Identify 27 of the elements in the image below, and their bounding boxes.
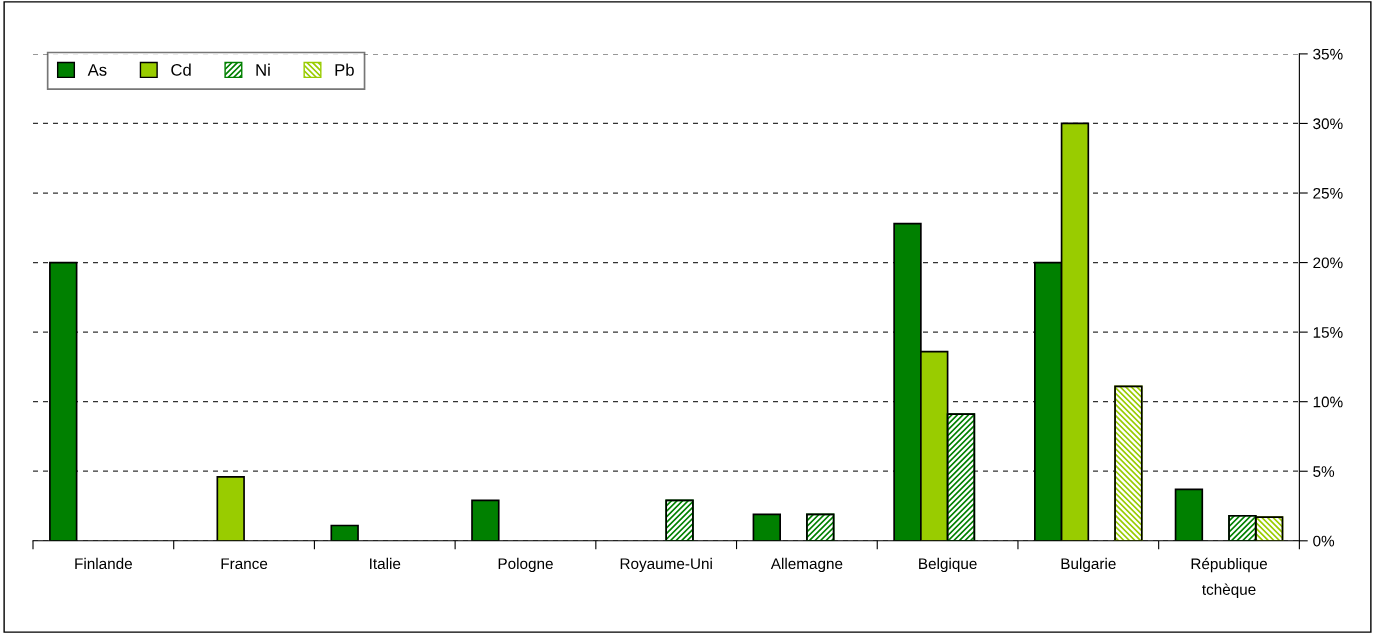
y-tick-label: 20% <box>1313 257 1343 269</box>
y-tick-label: 30% <box>1313 118 1343 130</box>
x-tick-label: France <box>221 558 268 570</box>
x-tick-label: Belgique <box>919 557 977 573</box>
y-tick-label: 35% <box>1313 48 1343 60</box>
legend-label: Ni <box>256 63 270 76</box>
x-tick-label: Royaume-Uni <box>620 557 712 573</box>
y-tick-label: 10% <box>1313 396 1343 408</box>
legend-label: Cd <box>171 63 191 76</box>
legend-label: As <box>87 64 107 76</box>
bar <box>330 524 359 541</box>
bar <box>752 513 781 541</box>
x-tick-label: Bulgarie <box>1061 557 1116 573</box>
y-tick-label: 15% <box>1313 327 1343 338</box>
bar <box>471 499 500 541</box>
x-tick-label: Finlande <box>75 557 132 570</box>
x-tick-label: République tchèque <box>1191 557 1267 598</box>
y-tick-label: 5% <box>1313 466 1335 477</box>
y-tick-label: 25% <box>1313 187 1343 199</box>
bar <box>49 261 78 541</box>
y-tick-label: 0% <box>1313 535 1335 547</box>
x-tick-label: Pologne <box>498 557 553 573</box>
bar <box>216 475 245 541</box>
bar <box>1174 488 1204 541</box>
legend-label: Pb <box>335 63 354 76</box>
x-tick-label: Italie <box>370 557 401 570</box>
x-tick-label: Allemagne <box>770 557 843 573</box>
